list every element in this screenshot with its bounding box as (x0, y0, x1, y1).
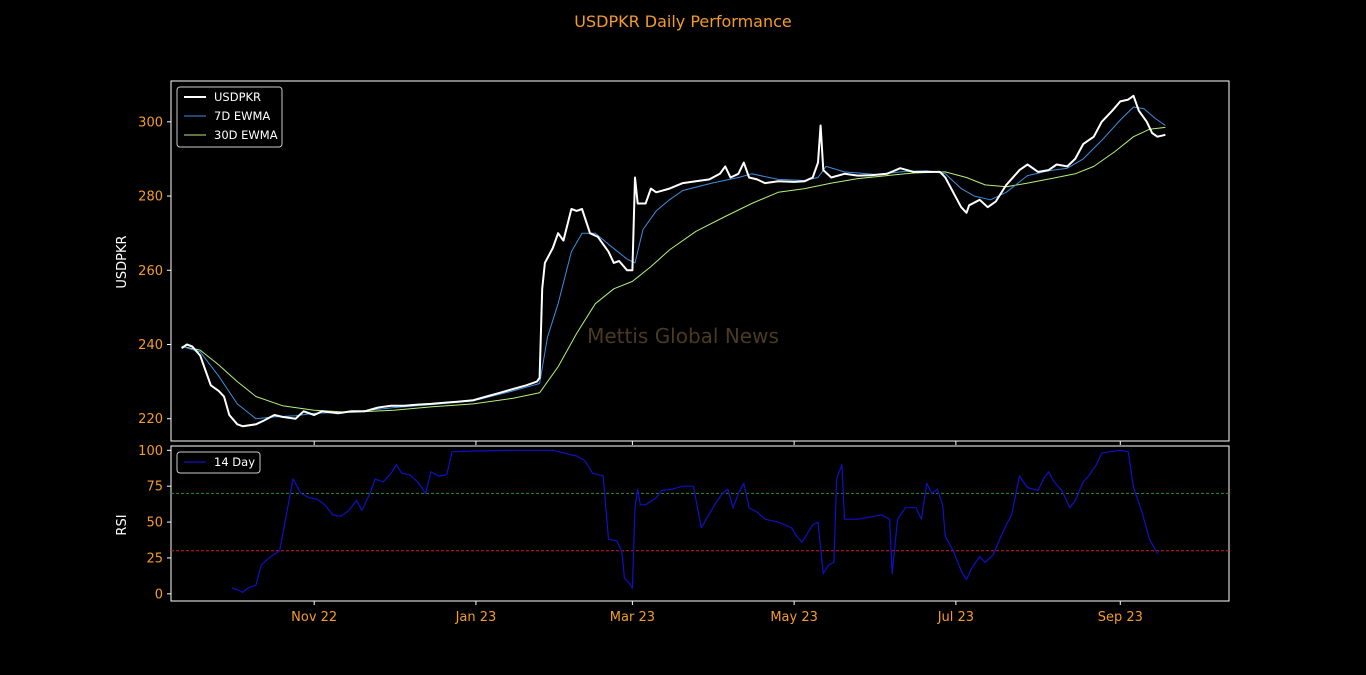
legend-label-rsi: 14 Day (214, 455, 255, 469)
rsi-threshold-lines (171, 492, 1229, 552)
chart-title: USDPKR Daily Performance (574, 12, 792, 31)
series-line-usdpkr (181, 94, 1166, 428)
rsi-x-tick-label: Jan 23 (455, 610, 497, 625)
rsi-panel-frame (170, 445, 1230, 602)
rsi-y-label: RSI (115, 514, 130, 535)
price-y-tick-label: 240 (138, 338, 163, 353)
rsi-y-tick-label: 100 (138, 444, 163, 459)
price-panel-frame (170, 80, 1230, 442)
rsi-y-tick-label: 25 (146, 551, 163, 566)
price-legend-box (176, 86, 283, 148)
price-legend: USDPKR 7D EWMA 30D EWMA (176, 86, 283, 148)
legend-label-ewma30: 30D EWMA (214, 128, 278, 142)
rsi-series (231, 449, 1158, 593)
rsi-y-tick-label: 50 (146, 516, 163, 531)
rsi-x-ticks: Nov 22 Jan 23 Mar 23 May 23 Jul 23 Sep 23 (291, 601, 1143, 625)
rsi-y-tick-label: 75 (146, 480, 163, 495)
price-panel: 220 240 260 280 300 Mettis Global News USDPK… (115, 80, 1230, 445)
price-y-tick-label: 220 (138, 412, 163, 427)
price-y-tick-label: 260 (138, 264, 163, 279)
price-y-label: USDPKR (115, 235, 130, 288)
rsi-legend-box (176, 451, 261, 474)
series-line-ewma30 (181, 126, 1166, 413)
price-x-ticks (313, 441, 1121, 445)
series-line-ewma7 (181, 106, 1166, 420)
rsi-x-tick-label: Nov 22 (291, 610, 337, 625)
price-y-tick-label: 300 (138, 115, 163, 130)
series-line-rsi-14-day (231, 449, 1158, 593)
price-y-tick-label: 280 (138, 190, 163, 205)
rsi-y-ticks: 0 25 50 75 100 (138, 444, 171, 602)
rsi-legend: 14 Day (176, 451, 261, 474)
price-series (181, 94, 1166, 428)
watermark: Mettis Global News (587, 324, 779, 348)
rsi-panel: 0 25 50 75 100 Nov 22 Jan 23 Mar 23 May 23 Jul 2… (115, 444, 1230, 625)
rsi-x-tick-label: May 23 (770, 610, 818, 625)
price-y-ticks: 220 240 260 280 300 (138, 115, 171, 427)
rsi-x-tick-label: Jul 23 (937, 610, 974, 625)
legend-label-usdpkr: USDPKR (214, 90, 261, 104)
legend-label-ewma7: 7D EWMA (214, 109, 270, 123)
rsi-y-tick-label: 0 (155, 587, 163, 602)
rsi-x-tick-label: Sep 23 (1098, 610, 1143, 625)
rsi-x-tick-label: Mar 23 (610, 610, 655, 625)
